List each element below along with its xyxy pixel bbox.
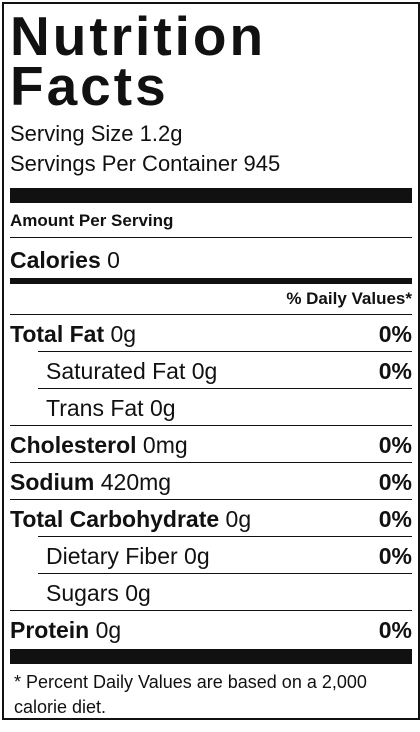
nutrient-name: Sugars — [46, 580, 119, 606]
nutrient: Trans Fat 0g — [46, 389, 176, 425]
nutrient-amount: 0g — [149, 395, 176, 421]
nutrient: Total Fat 0g — [10, 315, 136, 351]
amount-per-serving: Amount Per Serving — [10, 203, 412, 238]
nutrient-amount: 0g — [225, 506, 252, 532]
nutrient: Total Carbohydrate 0g — [10, 500, 251, 536]
nutrient-name: Sodium — [10, 469, 95, 495]
nutrient: Cholesterol 0mg — [10, 426, 188, 462]
daily-value: 0% — [378, 506, 412, 532]
nutrient-name: Total Fat — [10, 321, 105, 347]
nutrient-name: Saturated Fat — [46, 358, 186, 384]
nutrient-amount: 0g — [184, 543, 210, 569]
divider — [10, 188, 412, 203]
nutrient-row: Total Fat 0g 0% — [10, 314, 412, 351]
nutrient-row: Protein 0g 0% — [10, 610, 412, 647]
divider — [10, 649, 412, 664]
nutrient: Sodium 420mg — [10, 463, 171, 499]
daily-value: 0% — [378, 469, 412, 495]
nutrient-row: Dietary Fiber 0g 0% — [38, 536, 412, 573]
nutrient-row: Trans Fat 0g — [38, 388, 412, 425]
daily-value: 0% — [378, 543, 412, 569]
nutrient-row: Sodium 420mg 0% — [10, 462, 412, 499]
nutrient-name: Dietary Fiber — [46, 543, 178, 569]
daily-value: 0% — [378, 432, 412, 458]
nutrient-amount: 0g — [191, 358, 218, 384]
nutrient-name: Total Carbohydrate — [10, 506, 220, 532]
nutrient: Sugars 0g — [46, 574, 151, 610]
nutrient-row: Sugars 0g — [38, 573, 412, 610]
nutrient-amount: 0g — [125, 580, 151, 606]
daily-value: 0% — [378, 617, 412, 643]
nutrient-row: Total Carbohydrate 0g 0% — [10, 499, 412, 536]
daily-value: 0% — [378, 321, 412, 347]
nutrient-amount: 0mg — [142, 432, 188, 458]
footnote: * Percent Daily Values are based on a 2,… — [14, 672, 367, 717]
nutrient: Dietary Fiber 0g — [46, 537, 210, 573]
title: Nutrition Facts — [10, 5, 267, 117]
nutrient-amount: 420mg — [100, 469, 172, 495]
calories-value: 0 — [107, 247, 120, 273]
serving-size: Serving Size 1.2g — [10, 121, 183, 146]
nutrient-row: Cholesterol 0mg 0% — [10, 425, 412, 462]
calories: Calories 0 — [10, 238, 412, 284]
nutrient: Protein 0g — [10, 611, 121, 647]
nutrient-row: Saturated Fat 0g 0% — [38, 351, 412, 388]
nutrient-amount: 0g — [110, 321, 137, 347]
nutrient-amount: 0g — [95, 617, 122, 643]
nutrient-name: Protein — [10, 617, 90, 643]
nutrient-list: Total Fat 0g 0% Saturated Fat 0g 0% Trans Fa… — [10, 314, 412, 647]
daily-values-header: % Daily Values* — [286, 289, 412, 308]
nutrition-label: Nutrition Facts Serving Size 1.2g Servin… — [2, 2, 420, 720]
daily-value: 0% — [378, 358, 412, 384]
nutrient-name: Trans Fat — [46, 395, 144, 421]
calories-label: Calories — [10, 247, 101, 273]
nutrient: Saturated Fat 0g — [46, 352, 217, 388]
nutrient-name: Cholesterol — [10, 432, 137, 458]
servings-per-container: Servings Per Container 945 — [10, 151, 281, 176]
